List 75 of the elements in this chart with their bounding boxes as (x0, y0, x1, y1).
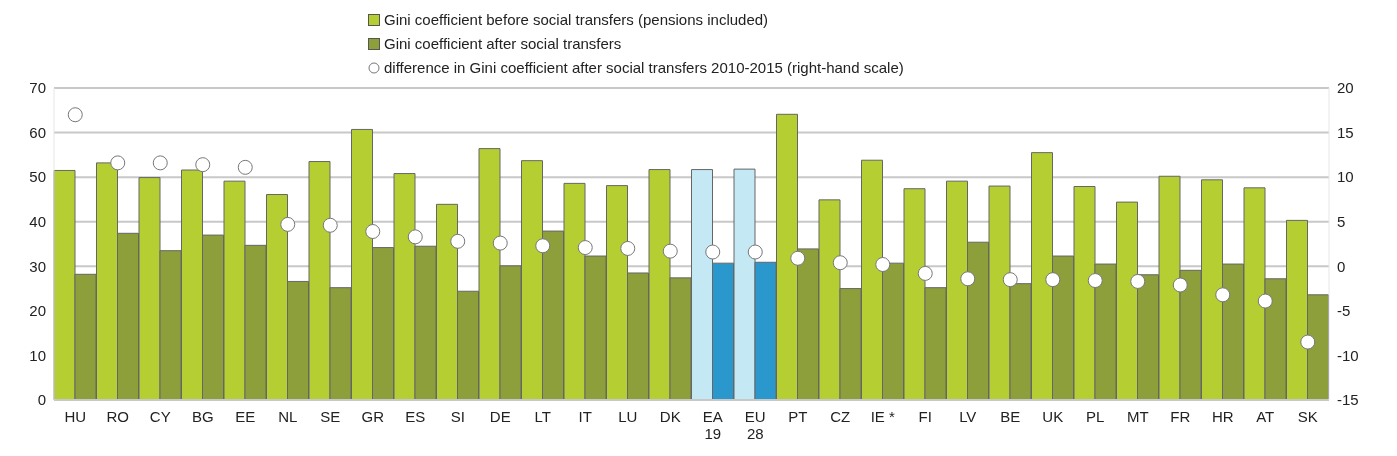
point (747, 244, 763, 260)
point (620, 240, 636, 256)
point (662, 243, 678, 259)
y-tick-label: 40 (29, 213, 46, 231)
point (1130, 273, 1146, 289)
y-tick-label: 60 (29, 123, 46, 141)
y2-tick-label: 20 (1337, 79, 1354, 97)
x-tick-label: NL (278, 408, 298, 425)
y-tick-label: 10 (29, 346, 46, 364)
x-tick-label: PL (1086, 408, 1105, 425)
x-tick-label: CZ (830, 408, 851, 425)
point (960, 271, 976, 287)
y-tick-label: 50 (29, 168, 46, 186)
point (1300, 334, 1316, 350)
x-tick-label: IT (578, 408, 592, 425)
x-tick-label: EE (235, 408, 256, 425)
x-tick-label: SI (450, 408, 465, 425)
y2-tick-label: -15 (1337, 391, 1359, 409)
y-tick-label: 70 (29, 79, 46, 97)
x-tick-label: HR (1211, 408, 1234, 425)
x-tick-label: CY (149, 408, 171, 425)
x-tick-label: SE (320, 408, 341, 425)
y2-tick-label: -5 (1337, 302, 1351, 320)
point (1172, 277, 1188, 293)
x-tick-label: EU 28 (744, 408, 766, 442)
x-tick-label: GR (361, 408, 385, 425)
point (1045, 272, 1061, 288)
x-tick-label: BG (191, 408, 214, 425)
x-tick-label: DE (489, 408, 511, 425)
point (322, 217, 338, 233)
x-tick-label: MT (1126, 408, 1149, 425)
x-tick-label: FI (918, 408, 932, 425)
point (492, 235, 508, 251)
point (1002, 272, 1018, 288)
x-tick-label: AT (1256, 408, 1275, 425)
x-tick-label: FR (1170, 408, 1191, 425)
y2-tick-label: 0 (1337, 257, 1346, 275)
point (535, 238, 551, 254)
x-tick-label: LT (534, 408, 551, 425)
x-tick-label: BE (1000, 408, 1021, 425)
x-tick-label: LU (618, 408, 638, 425)
point (875, 257, 891, 272)
point (832, 255, 848, 271)
legend-label: Gini coefficient before social transfers (pensions included) (384, 10, 769, 30)
y2-tick-label: 15 (1337, 123, 1354, 141)
point (1087, 273, 1103, 289)
x-tick-label: SK (1297, 408, 1318, 425)
x-tick-label: HU (64, 408, 87, 425)
y-tick-label: 0 (37, 391, 46, 409)
point (1257, 293, 1273, 309)
y2-tick-label: 5 (1337, 213, 1346, 231)
y-tick-label: 20 (29, 302, 46, 320)
x-tick-label: ES (405, 408, 426, 425)
point (705, 244, 721, 260)
x-tick-label: RO (106, 408, 129, 425)
point (280, 216, 296, 232)
point (450, 233, 466, 249)
x-tick-label: PT (788, 408, 808, 425)
x-tick-label: EA 19 (702, 408, 723, 442)
x-tick-label: UK (1042, 408, 1064, 425)
x-tick-label: DK (659, 408, 681, 425)
x-tick-label: IE * (870, 408, 895, 425)
point (577, 240, 593, 256)
point (365, 224, 381, 240)
point (917, 265, 933, 281)
y2-tick-label: 10 (1337, 168, 1354, 186)
y-tick-label: 30 (29, 257, 46, 275)
legend-label: Gini coefficient after social transfers (384, 34, 622, 54)
x-tick-label: LV (959, 408, 977, 425)
y2-tick-label: -10 (1337, 346, 1359, 364)
point (790, 250, 806, 266)
point (407, 229, 423, 245)
point (1215, 287, 1231, 303)
legend-label: difference in Gini coefficient after social transfers 2010-2015 (right-hand scale) (384, 58, 904, 78)
point (110, 155, 126, 171)
